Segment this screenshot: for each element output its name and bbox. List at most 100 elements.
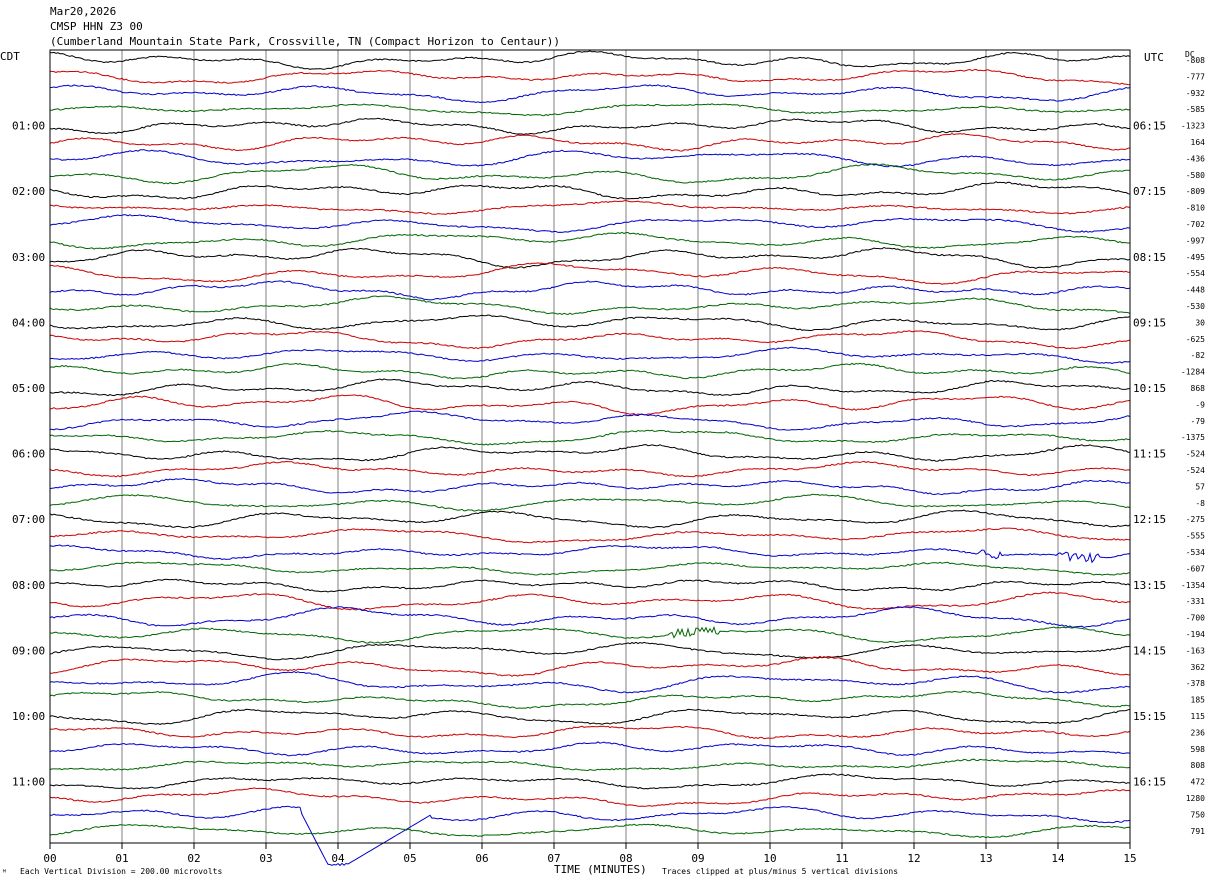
left-time-label: 11:00 (12, 776, 45, 789)
dc-offset-label: 185 (1191, 696, 1206, 705)
dc-offset-label: -554 (1186, 269, 1205, 278)
plot-frame (49, 49, 1131, 844)
trace-line-9 (49, 199, 1131, 215)
trace-line-47 (49, 823, 1131, 839)
dc-offset-label: -163 (1186, 646, 1205, 655)
right-time-label: 06:15 (1133, 120, 1166, 133)
trace-line-34 (49, 606, 1131, 629)
trace-line-3 (49, 103, 1131, 117)
dc-offset-label: 791 (1191, 827, 1206, 836)
dc-offset-label: -530 (1186, 302, 1205, 311)
trace-line-26 (49, 477, 1130, 496)
trace-line-16 (49, 314, 1131, 332)
x-tick-label: 14 (1051, 852, 1065, 865)
right-time-label: 12:15 (1133, 513, 1166, 526)
right-timezone-label: UTC (1144, 51, 1164, 64)
time-labels: 01:00 02:00 03:00 04:00 05:00 06:00 07:00 08:00… (12, 120, 1166, 789)
dc-offset-label: -9 (1195, 400, 1205, 409)
left-time-label: 03:00 (12, 251, 45, 264)
dc-offset-label: -79 (1191, 417, 1206, 426)
dc-offset-label: -809 (1186, 187, 1205, 196)
x-tick-label: 03 (259, 852, 272, 865)
left-time-label: 05:00 (12, 382, 45, 395)
left-time-label: 09:00 (12, 644, 45, 657)
trace-line-2 (49, 84, 1131, 104)
right-time-label: 08:15 (1133, 251, 1166, 264)
dc-header-label: DC (1185, 50, 1195, 59)
x-tick-label: 09 (691, 852, 704, 865)
left-time-label: 07:00 (12, 513, 45, 526)
dc-offset-label: -194 (1186, 630, 1205, 639)
left-time-label: 01:00 (12, 120, 45, 133)
x-tick-label: 01 (115, 852, 128, 865)
dc-offset-label: -1323 (1181, 122, 1205, 131)
trace-line-46 (50, 805, 1131, 867)
trace-line-17 (49, 330, 1131, 350)
dc-offset-label: 472 (1191, 778, 1206, 787)
trace-line-45 (49, 787, 1131, 807)
dc-offset-label: -808 (1186, 56, 1205, 65)
trace-line-41 (49, 725, 1131, 740)
footer-left-note: Each Vertical Division = 200.00 microvol… (20, 867, 222, 876)
dc-offset-label: -555 (1186, 532, 1205, 541)
left-time-label: 04:00 (12, 316, 45, 329)
dc-offset-label: -810 (1186, 204, 1205, 213)
trace-line-15 (49, 295, 1131, 316)
x-tick-label: 07 (547, 852, 560, 865)
trace-group (49, 50, 1131, 867)
chart-title: CMSP HHN Z3 00 (50, 20, 143, 33)
trace-line-19 (49, 362, 1131, 380)
x-tick-label: 02 (187, 852, 200, 865)
dc-offset-label: -700 (1186, 614, 1205, 623)
x-tick-label: 12 (907, 852, 920, 865)
trace-line-10 (49, 214, 1131, 233)
dc-offset-label: 868 (1191, 384, 1206, 393)
dc-offset-label: -524 (1186, 450, 1205, 459)
dc-offset-label: 362 (1191, 663, 1206, 672)
trace-line-7 (49, 163, 1131, 185)
x-tick-label: 13 (979, 852, 992, 865)
trace-line-5 (49, 133, 1131, 152)
dc-offset-label: 164 (1191, 138, 1206, 147)
right-time-label: 14:15 (1133, 644, 1166, 657)
left-time-label: 06:00 (12, 448, 45, 461)
x-tick-label: 00 (43, 852, 56, 865)
trace-line-18 (49, 346, 1131, 365)
trace-line-11 (49, 231, 1130, 250)
trace-line-25 (49, 460, 1131, 478)
dc-offset-label: 808 (1191, 761, 1206, 770)
chart-subtitle: (Cumberland Mountain State Park, Crossvi… (50, 35, 560, 48)
dc-offset-label: -495 (1186, 253, 1205, 262)
trace-line-20 (49, 378, 1131, 397)
dc-offset-label: -82 (1191, 351, 1206, 360)
trace-line-1 (50, 68, 1131, 86)
dc-offset-label: -275 (1186, 515, 1205, 524)
trace-line-39 (49, 690, 1131, 709)
dc-offset-label: -1375 (1181, 433, 1205, 442)
dc-offset-label: -1284 (1181, 368, 1205, 377)
dc-offset-label: 57 (1195, 482, 1205, 491)
dc-offset-label: -607 (1186, 564, 1205, 573)
x-tick-label: 08 (619, 852, 632, 865)
x-axis-label: TIME (MINUTES) (554, 863, 647, 876)
footer-scale-note: ᴹ (2, 868, 7, 877)
dc-offset-label: -8 (1195, 499, 1205, 508)
trace-line-43 (49, 758, 1131, 772)
trace-line-4 (49, 117, 1131, 136)
left-time-label: 10:00 (12, 710, 45, 723)
dc-offset-label: -625 (1186, 335, 1205, 344)
dc-offset-label: -585 (1186, 105, 1205, 114)
right-time-label: 13:15 (1133, 579, 1166, 592)
trace-line-33 (49, 591, 1131, 611)
trace-line-14 (49, 280, 1131, 301)
dc-offset-label: -331 (1186, 597, 1205, 606)
dc-offset-label: -1354 (1181, 581, 1205, 590)
x-tick-label: 11 (835, 852, 848, 865)
right-time-label: 16:15 (1133, 776, 1166, 789)
trace-line-44 (49, 773, 1131, 790)
trace-line-6 (49, 149, 1130, 168)
dc-offset-label: -997 (1186, 236, 1205, 245)
dc-offset-label: -932 (1186, 89, 1205, 98)
dc-offset-label: 30 (1195, 318, 1205, 327)
